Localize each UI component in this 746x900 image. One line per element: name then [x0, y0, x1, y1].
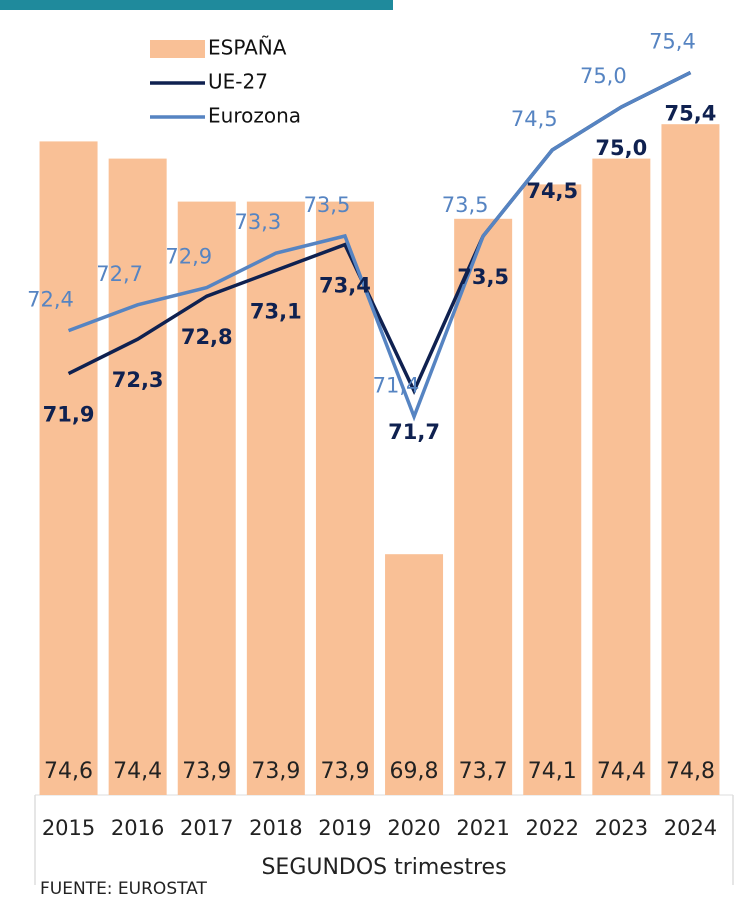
bar — [246, 201, 305, 796]
bar-value-label: 74,4 — [597, 759, 646, 784]
line-value-label: 72,8 — [181, 325, 233, 349]
line-value-label: 71,9 — [43, 403, 95, 427]
line-value-label: 72,9 — [165, 245, 212, 269]
bar-value-label: 74,4 — [113, 759, 162, 784]
legend-label: UE-27 — [208, 70, 268, 94]
line-value-label: 75,0 — [595, 136, 647, 160]
bar-value-label: 73,9 — [320, 759, 369, 784]
x-tick-label: 2019 — [318, 816, 371, 840]
line-value-label: 75,4 — [665, 102, 717, 126]
x-tick-label: 2017 — [180, 816, 233, 840]
bar-value-label: 73,7 — [459, 759, 508, 784]
line-value-label: 74,5 — [526, 179, 578, 203]
bar-value-label: 73,9 — [182, 759, 231, 784]
bar — [315, 201, 374, 796]
x-tick-label: 2020 — [387, 816, 440, 840]
bar-value-label: 74,6 — [44, 759, 93, 784]
line-value-label: 72,4 — [27, 288, 74, 312]
bar-value-label: 69,8 — [390, 759, 439, 784]
line-value-label: 73,4 — [319, 274, 371, 298]
bar — [177, 201, 236, 796]
line-value-label: 73,5 — [442, 193, 489, 217]
bar — [385, 554, 444, 795]
x-tick-label: 2023 — [595, 816, 648, 840]
line-value-label: 74,5 — [511, 107, 558, 131]
header-bar — [0, 0, 393, 10]
bar-value-label: 73,9 — [251, 759, 300, 784]
legend-swatch — [150, 40, 205, 58]
line-value-label: 71,4 — [373, 374, 420, 398]
line-value-label: 71,7 — [388, 420, 440, 444]
bar — [523, 184, 582, 795]
x-tick-label: 2021 — [456, 816, 509, 840]
line-value-label: 75,4 — [649, 30, 696, 54]
line-value-label: 73,3 — [234, 210, 281, 234]
line-value-label: 72,7 — [96, 262, 143, 286]
source: FUENTE: EUROSTAT — [40, 879, 207, 899]
x-axis-label: SEGUNDOS trimestres — [261, 855, 506, 880]
x-tick-label: 2022 — [526, 816, 579, 840]
legend-label: ESPAÑA — [208, 36, 287, 60]
bar — [592, 158, 651, 796]
bar-value-label: 74,1 — [528, 759, 577, 784]
line-value-label: 75,0 — [580, 64, 627, 88]
bar — [454, 218, 513, 796]
x-tick-label: 2018 — [249, 816, 302, 840]
x-tick-label: 2015 — [42, 816, 95, 840]
bar — [108, 158, 167, 796]
bar — [39, 141, 98, 795]
bar-value-label: 74,8 — [666, 759, 715, 784]
x-tick-label: 2024 — [664, 816, 717, 840]
bar — [661, 124, 720, 795]
line-value-label: 72,3 — [112, 368, 164, 392]
line-value-label: 73,1 — [250, 299, 302, 323]
legend-label: Eurozona — [208, 104, 301, 128]
x-tick-label: 2016 — [111, 816, 164, 840]
line-value-label: 73,5 — [457, 265, 509, 289]
line — [67, 71, 692, 422]
line-value-label: 73,5 — [304, 193, 351, 217]
